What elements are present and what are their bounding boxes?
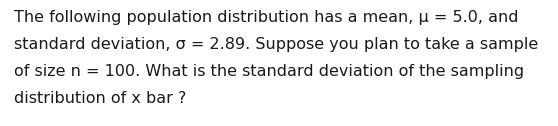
Text: distribution of x bar ?: distribution of x bar ? xyxy=(14,91,186,106)
Text: standard deviation, σ = 2.89. Suppose you plan to take a sample: standard deviation, σ = 2.89. Suppose yo… xyxy=(14,37,538,52)
Text: The following population distribution has a mean, μ = 5.0, and: The following population distribution ha… xyxy=(14,10,518,25)
Text: of size n = 100. What is the standard deviation of the sampling: of size n = 100. What is the standard de… xyxy=(14,64,524,79)
